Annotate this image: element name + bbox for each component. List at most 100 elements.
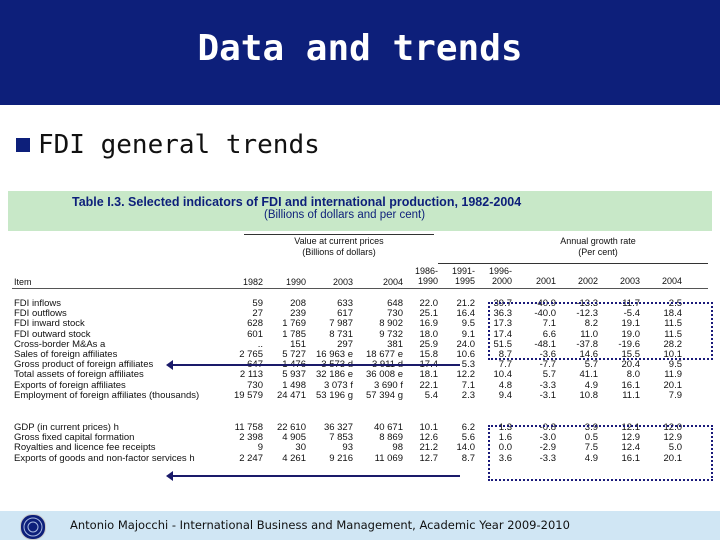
table-row: FDI outward stock 601 1 785 8 731 9 732 18.0 9… [8,328,712,340]
table-title: Table I.3. Selected indicators of FDI an… [72,195,522,209]
growth-cell: 6.2 [461,422,475,433]
footer-text: Antonio Majocchi - International Busines… [70,518,570,532]
row-label: Employment of foreign affiliates (thousa… [14,389,200,401]
row-label: FDI outward stock [14,328,91,340]
period-header-line1: 1986- [414,266,438,276]
growth-cell: 7.9 [668,389,682,401]
growth-cell: 14.0 [456,442,476,454]
period-header: 1991- 1995 [445,266,475,286]
growth-cell: -37.8 [576,338,598,350]
value-cell: 2 398 [239,432,263,444]
growth-cell: 12.7 [419,452,439,464]
growth-cell: 5.4 [424,389,438,401]
growth-cell: 2.3 [461,389,475,401]
growth-cell: 5.7 [584,359,598,371]
value-cell: .. [257,338,263,350]
growth-cell: 17.3 [493,318,513,330]
highlight-box-fdi [488,302,713,360]
value-cell: 628 [247,318,263,330]
row-label: FDI inward stock [14,318,85,330]
value-cell: 239 [290,308,306,320]
value-cell: 98 [392,442,403,454]
value-cell: 9 732 [379,328,403,340]
growth-cell: 16.1 [621,379,641,391]
growth-cell: 10.4 [493,369,513,381]
growth-cell: 18.1 [419,369,439,381]
value-cell: 151 [290,338,306,350]
growth-cell: 10.6 [456,349,476,360]
growth-cell: 20.4 [621,359,641,371]
growth-group-header: Annual growth rate (Per cent) [488,236,708,258]
row-label: Sales of foreign affiliates [14,349,118,360]
growth-cell: 22.1 [419,379,439,391]
value-cell: 2 247 [239,452,263,464]
table-row: FDI outflows 27 239 617 730 25.1 16.4 36.3 -40.0… [8,308,712,320]
growth-cell: 8.0 [626,369,640,381]
growth-cell: 9.5 [668,359,682,371]
growth-cell: 12.9 [621,432,641,444]
value-cell: 24 471 [276,389,306,401]
period-header: 2004 [652,266,682,286]
year-header: 2004 [383,277,404,287]
value-group-line2: (Billions of dollars) [302,247,376,257]
value-cell: 32 186 e [316,369,353,381]
period-header-line2: 1995 [454,276,475,286]
growth-cell: 3.6 [498,452,512,464]
value-cell: 9 216 [329,452,353,464]
growth-cell: 7.7 [498,359,512,371]
value-cell: 2 113 [239,369,263,381]
slide-header: Data and trends [0,0,720,105]
growth-cell: 12.6 [419,432,439,444]
row-label: FDI inflows [14,298,61,309]
value-cell: 11 758 [234,422,263,433]
period-header-line2: 1990 [417,276,438,286]
period-header: 2002 [568,266,598,286]
table-subtitle: (Billions of dollars and per cent) [264,209,426,221]
value-cell: 1 498 [282,379,306,391]
growth-cell: 4.9 [584,452,598,464]
growth-cell: 5.3 [461,359,475,371]
value-cell: 27 [252,308,263,320]
growth-cell: 9.1 [461,328,475,340]
growth-cell: 15.5 [621,349,641,360]
growth-cell: 12.0 [663,422,683,433]
growth-cell: -3.0 [539,432,556,444]
growth-cell: -7.7 [539,359,556,371]
period-header-line1 [610,266,640,276]
period-header: 1996- 2000 [482,266,512,286]
arrow-left-icon [166,471,460,481]
value-cell: 40 671 [373,422,403,433]
value-cell: 4 261 [282,452,306,464]
growth-cell: 12.4 [621,442,641,454]
value-cell: 18 677 e [366,349,403,360]
value-cell: 1 769 [282,318,306,330]
growth-cell: 25.1 [419,308,439,320]
growth-cell: -3.3 [539,452,556,464]
growth-cell: 10.1 [663,349,683,360]
value-cell: 16 963 e [316,349,353,360]
growth-cell: 41.1 [579,369,599,381]
slide-title: Data and trends [197,28,523,69]
growth-cell: 16.1 [621,452,641,464]
table-row: Cross-border M&As a.. 151 297 381 25.9 24.0 51… [8,338,712,350]
table-row: Royalties and licence fee receipts 9 30 93 9… [8,442,712,454]
year-header: 2003 [333,277,354,287]
growth-cell: -40.0 [534,308,556,320]
value-cell: 730 [387,308,403,320]
growth-cell: 36.3 [493,308,513,320]
growth-cell: 19.1 [621,318,641,330]
growth-cell: 11.1 [622,389,640,401]
arrow-left-icon [166,360,460,370]
table-row: Sales of foreign affiliates 2 765 5 727 16 … [8,349,712,360]
value-cell: 730 [247,379,263,391]
growth-cell: 16.4 [456,308,476,320]
value-cell: 4 905 [282,432,306,444]
growth-cell: 5.6 [461,432,475,444]
growth-cell: 15.8 [419,349,439,360]
growth-cell: -3.1 [539,389,556,401]
value-cell: 53 196 g [316,389,353,401]
header-rule [12,288,708,289]
period-header: 2003 [610,266,640,286]
value-cell: 30 [295,442,306,454]
row-label: Total assets of foreign affiliates [14,369,144,381]
